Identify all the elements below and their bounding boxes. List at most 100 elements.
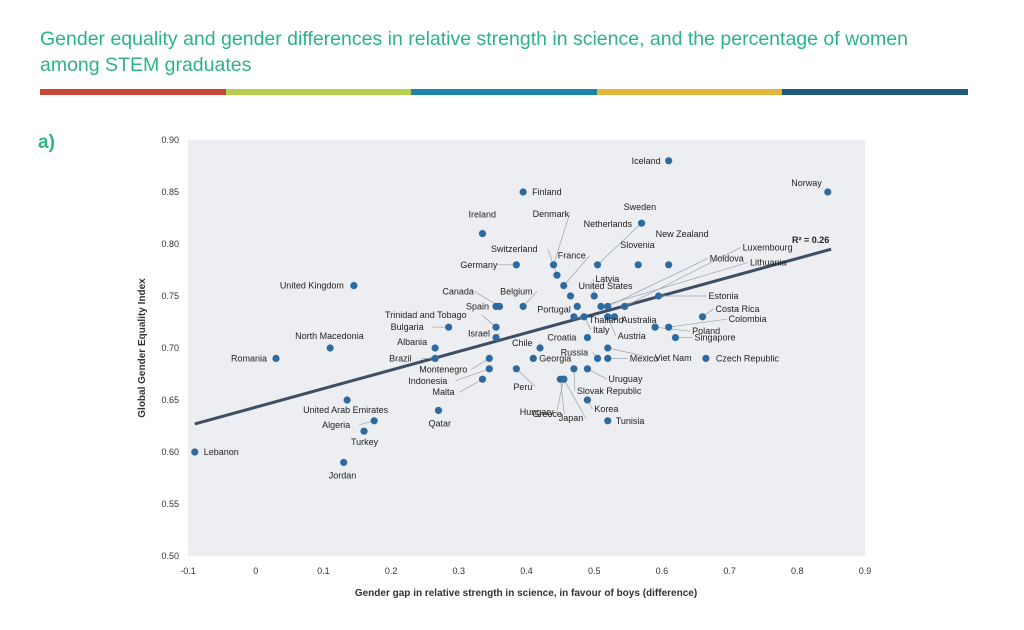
- x-axis-title: Gender gap in relative strength in scien…: [355, 588, 697, 599]
- data-point[interactable]: [485, 365, 493, 373]
- x-tick-label: 0.5: [588, 566, 601, 576]
- data-point[interactable]: [326, 344, 334, 352]
- point-label: Ireland: [468, 210, 496, 220]
- data-point[interactable]: [665, 157, 673, 165]
- leader-line: [655, 326, 691, 332]
- data-point[interactable]: [529, 354, 537, 362]
- data-point[interactable]: [665, 261, 673, 269]
- data-point[interactable]: [651, 323, 659, 331]
- point-label: Korea: [594, 404, 618, 414]
- data-point[interactable]: [492, 334, 500, 342]
- data-point[interactable]: [621, 302, 629, 310]
- point-label: France: [558, 251, 586, 261]
- y-tick-label: 0.80: [161, 239, 179, 249]
- leader-line: [563, 379, 587, 419]
- data-point[interactable]: [512, 261, 520, 269]
- data-point[interactable]: [549, 261, 558, 269]
- data-point[interactable]: [519, 302, 527, 310]
- data-point[interactable]: [536, 344, 544, 352]
- data-point[interactable]: [445, 323, 453, 331]
- data-point[interactable]: [698, 313, 707, 321]
- data-point[interactable]: [665, 323, 673, 331]
- data-point[interactable]: [637, 219, 646, 227]
- data-point[interactable]: [583, 334, 592, 342]
- point-label: Canada: [442, 286, 474, 296]
- data-point[interactable]: [824, 188, 832, 196]
- point-label: Australia: [622, 315, 657, 325]
- data-point[interactable]: [593, 354, 602, 362]
- point-label: Belgium: [500, 286, 533, 296]
- point-label: Peru: [513, 382, 532, 392]
- data-point[interactable]: [478, 375, 487, 383]
- data-point[interactable]: [553, 271, 561, 279]
- point-label: Lithuania: [750, 257, 787, 267]
- point-label: Hungary: [520, 407, 555, 417]
- data-point[interactable]: [431, 354, 439, 362]
- data-point[interactable]: [671, 334, 680, 342]
- data-point[interactable]: [340, 458, 348, 466]
- panel-label: a): [38, 132, 55, 153]
- y-tick-label: 0.90: [161, 135, 179, 145]
- data-point[interactable]: [191, 448, 199, 456]
- data-point[interactable]: [604, 354, 612, 362]
- point-label: Japan: [559, 413, 584, 423]
- point-label: Turkey: [351, 437, 379, 447]
- data-point[interactable]: [654, 292, 663, 300]
- data-point[interactable]: [360, 427, 368, 435]
- point-label: Brazil: [389, 353, 412, 363]
- data-point[interactable]: [350, 282, 358, 290]
- point-label: Luxembourg: [743, 242, 793, 252]
- data-point[interactable]: [485, 354, 493, 362]
- data-point[interactable]: [560, 375, 568, 383]
- data-point[interactable]: [272, 354, 280, 362]
- x-tick-label: 0.1: [317, 566, 330, 576]
- data-point[interactable]: [492, 323, 500, 331]
- data-point[interactable]: [610, 313, 619, 321]
- x-tick-label: 0.7: [723, 566, 736, 576]
- data-point[interactable]: [583, 365, 592, 373]
- data-point[interactable]: [702, 354, 710, 362]
- point-label: United States: [579, 281, 634, 291]
- point-label: Uruguay: [608, 374, 643, 384]
- data-point[interactable]: [492, 302, 500, 310]
- data-point[interactable]: [604, 313, 612, 321]
- leader-line: [607, 258, 708, 307]
- data-point[interactable]: [570, 313, 578, 321]
- chart-title: Gender equality and gender differences i…: [40, 28, 908, 76]
- point-label: Malta: [432, 387, 454, 397]
- y-tick-label: 0.50: [161, 551, 179, 561]
- data-point[interactable]: [512, 365, 520, 373]
- data-point[interactable]: [519, 188, 527, 196]
- y-tick-label: 0.70: [161, 343, 179, 353]
- data-point[interactable]: [370, 417, 378, 425]
- data-point[interactable]: [573, 302, 581, 310]
- point-label: New Zealand: [656, 229, 709, 239]
- data-point[interactable]: [590, 292, 598, 300]
- data-point[interactable]: [431, 344, 439, 352]
- point-label: Iceland: [632, 156, 661, 166]
- data-point[interactable]: [634, 261, 642, 269]
- data-point[interactable]: [566, 292, 575, 300]
- data-point[interactable]: [343, 396, 351, 404]
- data-point[interactable]: [597, 302, 605, 310]
- data-point[interactable]: [434, 406, 443, 414]
- data-point[interactable]: [604, 417, 612, 425]
- leader-line: [459, 378, 483, 393]
- point-label: Thailand: [589, 315, 624, 325]
- x-tick-label: 0.9: [859, 566, 872, 576]
- point-label: Chile: [512, 338, 533, 348]
- x-tick-label: 0.4: [520, 566, 533, 576]
- data-point[interactable]: [580, 313, 588, 321]
- point-label: Algeria: [322, 420, 350, 430]
- data-point[interactable]: [570, 365, 578, 373]
- leader-line: [600, 262, 749, 307]
- y-tick-label: 0.85: [161, 187, 179, 197]
- data-point[interactable]: [593, 261, 602, 269]
- data-point[interactable]: [560, 282, 568, 290]
- data-point[interactable]: [604, 344, 612, 352]
- point-label: Russia: [561, 347, 589, 357]
- data-point[interactable]: [604, 302, 612, 310]
- point-label: Costa Rica: [716, 304, 760, 314]
- data-point[interactable]: [583, 396, 592, 404]
- data-point[interactable]: [478, 230, 487, 238]
